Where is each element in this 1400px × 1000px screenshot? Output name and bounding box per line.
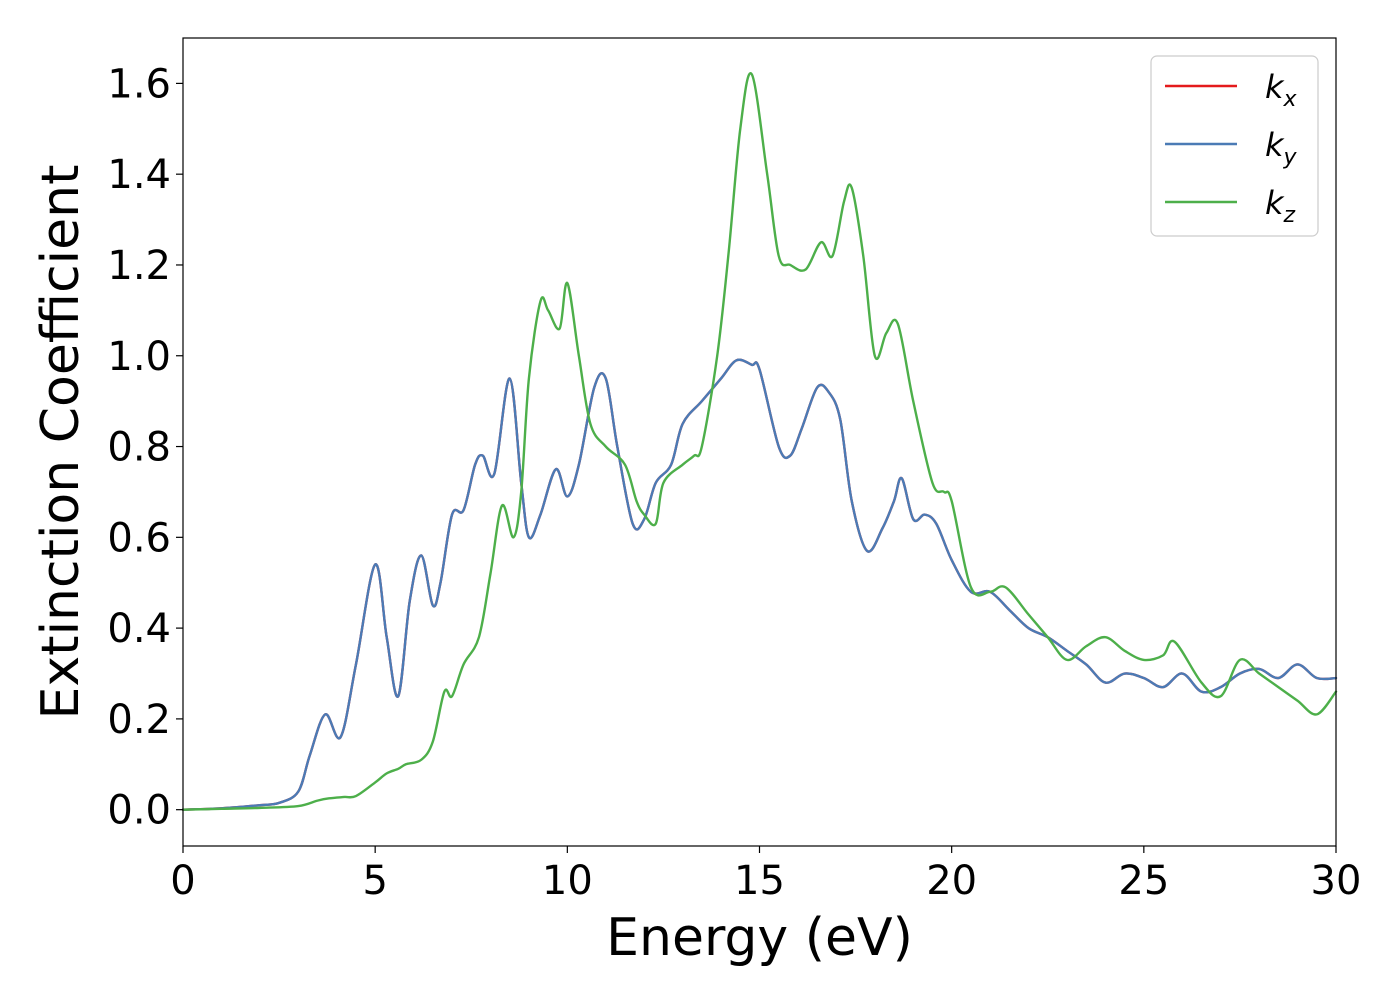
y-axis: 0.0 0.2 0.4 0.6 0.8 1.0 1.2 1.4 1.6 <box>107 61 183 834</box>
legend-label-ky: ky <box>1265 126 1298 170</box>
y-axis-title: Extinction Coefficient <box>31 165 91 720</box>
legend-label-kz: kz <box>1265 184 1296 228</box>
series-line-kz <box>181 72 1338 811</box>
series-lines <box>181 72 1338 811</box>
legend-label-kx: kx <box>1265 68 1298 112</box>
x-tick-label: 5 <box>362 858 387 904</box>
series-line-ky <box>181 358 1338 811</box>
y-tick-label: 1.0 <box>107 334 171 380</box>
y-tick-label: 0.0 <box>107 788 171 834</box>
y-tick-label: 0.8 <box>107 425 171 471</box>
x-axis-title: Energy (eV) <box>606 908 913 968</box>
x-tick-label: 10 <box>542 858 593 904</box>
x-tick-label: 15 <box>734 858 785 904</box>
series-line-kx <box>181 358 1338 811</box>
x-tick-label: 20 <box>926 858 977 904</box>
y-tick-label: 0.6 <box>107 515 171 561</box>
x-tick-label: 25 <box>1118 858 1169 904</box>
legend-box <box>1150 55 1319 237</box>
x-axis: 0 5 10 15 20 25 30 <box>170 846 1361 904</box>
x-tick-label: 30 <box>1311 858 1362 904</box>
y-tick-label: 1.4 <box>107 152 171 198</box>
y-tick-label: 1.2 <box>107 243 171 289</box>
x-tick-label: 0 <box>170 858 195 904</box>
y-tick-label: 1.6 <box>107 61 171 107</box>
y-tick-label: 0.4 <box>107 606 171 652</box>
y-tick-label: 0.2 <box>107 697 171 743</box>
legend: kx ky kz <box>1150 55 1319 237</box>
